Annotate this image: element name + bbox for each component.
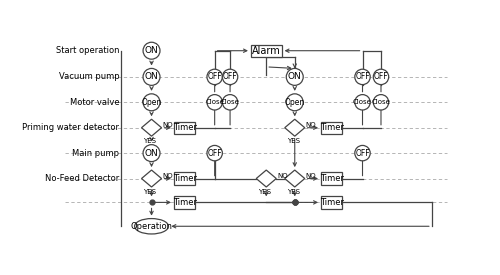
Text: No-Feed Detector: No-Feed Detector bbox=[45, 174, 119, 183]
Polygon shape bbox=[284, 119, 305, 136]
Text: YES: YES bbox=[286, 189, 300, 194]
Circle shape bbox=[207, 69, 222, 85]
Polygon shape bbox=[142, 119, 162, 136]
Text: Timer: Timer bbox=[172, 123, 197, 132]
Text: ON: ON bbox=[288, 72, 302, 81]
Text: Vacuum pump: Vacuum pump bbox=[58, 72, 119, 81]
Text: NO: NO bbox=[277, 173, 287, 179]
Text: OFF: OFF bbox=[374, 72, 388, 81]
Text: OFF: OFF bbox=[208, 148, 222, 158]
Text: Timer: Timer bbox=[172, 198, 197, 207]
Text: Motor valve: Motor valve bbox=[70, 98, 119, 107]
Text: OFF: OFF bbox=[223, 72, 238, 81]
Circle shape bbox=[207, 145, 222, 161]
Text: YES: YES bbox=[144, 189, 156, 194]
Text: Main pump: Main pump bbox=[72, 148, 119, 158]
Circle shape bbox=[143, 68, 160, 85]
Circle shape bbox=[374, 69, 388, 85]
Text: Operation: Operation bbox=[130, 222, 172, 231]
Text: YES: YES bbox=[144, 138, 156, 144]
Ellipse shape bbox=[134, 219, 168, 234]
Circle shape bbox=[355, 95, 370, 110]
Text: Close: Close bbox=[220, 99, 240, 105]
Circle shape bbox=[355, 145, 370, 161]
Circle shape bbox=[286, 68, 303, 85]
Text: Timer: Timer bbox=[172, 174, 197, 183]
Text: NO: NO bbox=[162, 173, 173, 179]
Circle shape bbox=[143, 145, 160, 162]
Text: NO: NO bbox=[306, 173, 316, 179]
Circle shape bbox=[207, 95, 222, 110]
Text: Timer: Timer bbox=[320, 198, 344, 207]
Text: ON: ON bbox=[144, 72, 158, 81]
Polygon shape bbox=[251, 45, 282, 57]
Circle shape bbox=[222, 69, 238, 85]
Circle shape bbox=[355, 69, 370, 85]
Circle shape bbox=[222, 95, 238, 110]
Polygon shape bbox=[321, 172, 342, 185]
Text: Close: Close bbox=[353, 99, 372, 105]
Circle shape bbox=[374, 95, 388, 110]
Circle shape bbox=[286, 94, 303, 111]
Polygon shape bbox=[321, 122, 342, 134]
Text: Timer: Timer bbox=[320, 174, 344, 183]
Text: NO: NO bbox=[306, 122, 316, 128]
Text: Start operation: Start operation bbox=[56, 46, 119, 55]
Text: YES: YES bbox=[286, 138, 300, 144]
Polygon shape bbox=[174, 172, 196, 185]
Polygon shape bbox=[256, 170, 276, 187]
Polygon shape bbox=[321, 196, 342, 208]
Polygon shape bbox=[174, 196, 196, 208]
Text: OFF: OFF bbox=[355, 148, 370, 158]
Text: Open: Open bbox=[142, 98, 162, 107]
Circle shape bbox=[143, 94, 160, 111]
Text: Priming water detector: Priming water detector bbox=[22, 123, 119, 132]
Text: Open: Open bbox=[284, 98, 305, 107]
Polygon shape bbox=[174, 122, 196, 134]
Circle shape bbox=[143, 42, 160, 59]
Polygon shape bbox=[284, 170, 305, 187]
Text: Close: Close bbox=[372, 99, 390, 105]
Text: Close: Close bbox=[205, 99, 224, 105]
Text: ON: ON bbox=[144, 148, 158, 158]
Text: Alarm: Alarm bbox=[252, 46, 280, 56]
Text: OFF: OFF bbox=[355, 72, 370, 81]
Text: OFF: OFF bbox=[208, 72, 222, 81]
Polygon shape bbox=[142, 170, 162, 187]
Text: YES: YES bbox=[258, 189, 271, 194]
Text: ON: ON bbox=[144, 46, 158, 55]
Text: Timer: Timer bbox=[320, 123, 344, 132]
Text: NO: NO bbox=[162, 122, 173, 128]
